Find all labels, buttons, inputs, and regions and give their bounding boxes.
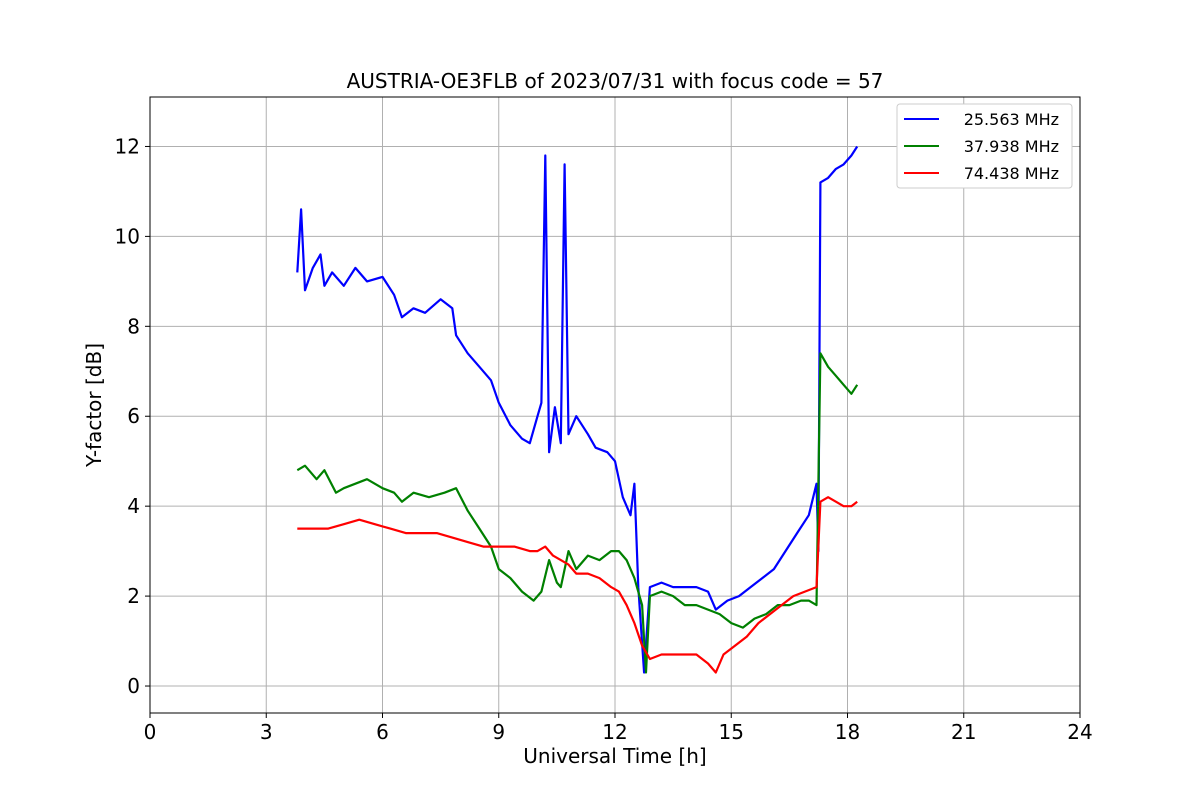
x-axis-label: Universal Time [h] — [523, 744, 706, 768]
x-tick-label: 3 — [260, 720, 273, 744]
x-tick-label: 18 — [835, 720, 860, 744]
y-tick-label: 0 — [127, 674, 140, 698]
series-lines — [296, 145, 859, 674]
y-tick-label: 6 — [127, 404, 140, 428]
legend-label-2: 74.438 MHz — [964, 164, 1059, 183]
x-tick-label: 12 — [602, 720, 627, 744]
y-axis-label: Y-factor [dB] — [82, 343, 106, 468]
legend-box — [896, 103, 1073, 189]
x-tick-label: 15 — [719, 720, 744, 744]
series-line-1 — [296, 352, 859, 674]
x-tick-label: 9 — [492, 720, 505, 744]
y-tick-label: 12 — [115, 134, 140, 158]
x-tick-label: 24 — [1067, 720, 1092, 744]
chart-title: AUSTRIA-OE3FLB of 2023/07/31 with focus … — [347, 69, 884, 93]
legend: 25.563 MHz 37.938 MHz 74.438 MHz — [896, 103, 1073, 189]
x-tick-label: 0 — [144, 720, 157, 744]
y-tick-label: 10 — [115, 224, 140, 248]
series-line-0 — [296, 145, 859, 674]
legend-label-1: 37.938 MHz — [964, 137, 1059, 156]
grid-lines — [149, 97, 1081, 713]
x-tick-label: 21 — [951, 720, 976, 744]
y-tick-label: 4 — [127, 494, 140, 518]
legend-label-0: 25.563 MHz — [964, 110, 1059, 129]
y-tick-label: 2 — [127, 584, 140, 608]
x-tick-label: 6 — [376, 720, 389, 744]
y-tick-label: 8 — [127, 314, 140, 338]
series-line-2 — [297, 496, 858, 674]
